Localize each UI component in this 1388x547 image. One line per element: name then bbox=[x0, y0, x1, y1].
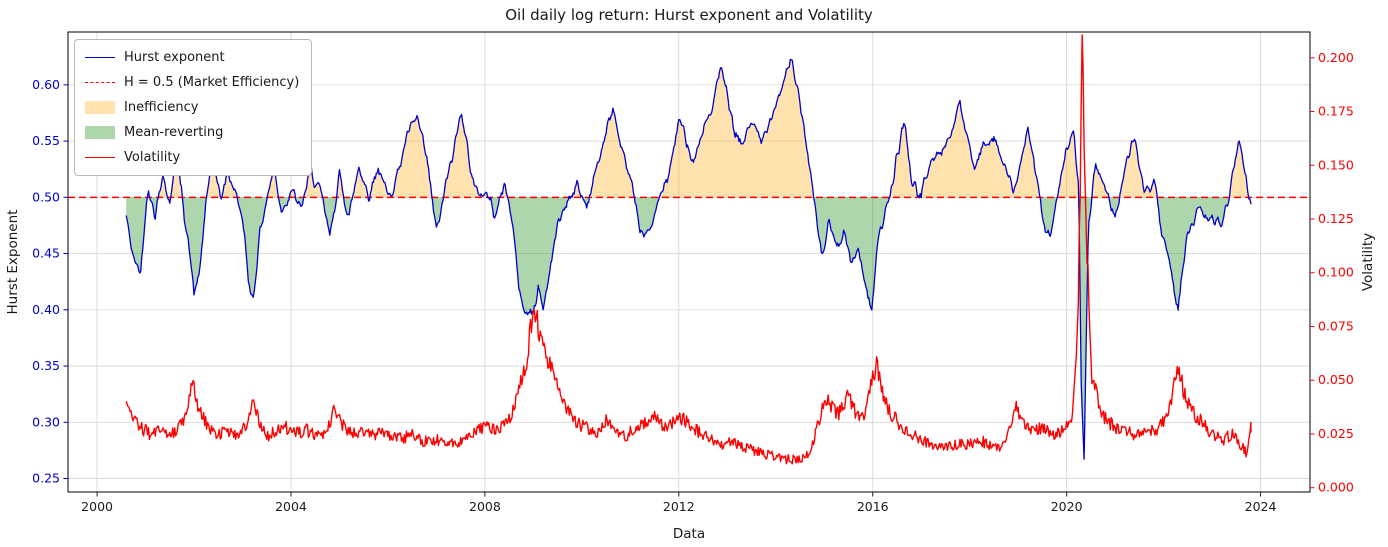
legend-label: H = 0.5 (Market Efficiency) bbox=[124, 75, 300, 90]
left-tick-label: 0.40 bbox=[32, 302, 60, 317]
legend-item-volatility: Volatility bbox=[85, 147, 299, 168]
legend-item-mean-reverting: Mean-reverting bbox=[85, 122, 299, 143]
left-tick-label: 0.35 bbox=[32, 358, 60, 373]
right-tick-label: 0.000 bbox=[1318, 480, 1354, 495]
fill-regions bbox=[126, 59, 1251, 460]
plot-border bbox=[67, 31, 1311, 493]
right-tick-label: 0.025 bbox=[1318, 426, 1354, 441]
volatility-line-swatch-icon bbox=[85, 157, 115, 158]
right-tick-label: 0.100 bbox=[1318, 265, 1354, 280]
right-tick-label: 0.150 bbox=[1318, 157, 1354, 172]
legend-label: Inefficiency bbox=[124, 100, 199, 115]
axes: 2000 2004 2008 2012 2016 2020 2024 0.25 0.30 0.35… bbox=[32, 31, 1354, 514]
volatility-line bbox=[125, 34, 1252, 465]
y-axis-label-left: Hurst Exponent bbox=[5, 210, 21, 315]
right-tick-label: 0.200 bbox=[1318, 50, 1354, 65]
left-tick-label: 0.50 bbox=[32, 189, 60, 204]
x-tick-label: 2016 bbox=[857, 499, 889, 514]
left-tick-label: 0.30 bbox=[32, 414, 60, 429]
legend-label: Hurst exponent bbox=[124, 50, 225, 65]
left-tick-label: 0.55 bbox=[32, 133, 60, 148]
x-tick-label: 2008 bbox=[469, 499, 501, 514]
x-tick-label: 2000 bbox=[81, 499, 113, 514]
left-tick-label: 0.60 bbox=[32, 77, 60, 92]
left-tick-label: 0.45 bbox=[32, 246, 60, 261]
legend: Hurst exponent H = 0.5 (Market Efficienc… bbox=[74, 39, 313, 176]
inefficiency-patch-swatch-icon bbox=[85, 101, 115, 114]
legend-item-h05: H = 0.5 (Market Efficiency) bbox=[85, 72, 299, 93]
hurst-exponent-line bbox=[125, 58, 1252, 460]
legend-item-inefficiency: Inefficiency bbox=[85, 97, 299, 118]
right-tick-label: 0.125 bbox=[1318, 211, 1354, 226]
legend-label: Mean-reverting bbox=[124, 125, 224, 140]
h05-dashed-line-swatch-icon bbox=[85, 82, 115, 83]
x-tick-label: 2024 bbox=[1245, 499, 1277, 514]
right-tick-label: 0.075 bbox=[1318, 318, 1354, 333]
right-tick-label: 0.050 bbox=[1318, 372, 1354, 387]
mean-reverting-patch-swatch-icon bbox=[85, 126, 115, 139]
series-lines bbox=[68, 34, 1310, 465]
y-axis-label-right: Volatility bbox=[1360, 233, 1376, 291]
left-tick-label: 0.25 bbox=[32, 471, 60, 486]
legend-item-hurst: Hurst exponent bbox=[85, 47, 299, 68]
chart-title: Oil daily log return: Hurst exponent and… bbox=[505, 6, 873, 24]
x-tick-label: 2020 bbox=[1051, 499, 1083, 514]
x-tick-label: 2004 bbox=[275, 499, 307, 514]
x-tick-label: 2012 bbox=[663, 499, 695, 514]
right-tick-label: 0.175 bbox=[1318, 104, 1354, 119]
legend-label: Volatility bbox=[124, 150, 181, 165]
x-axis-label: Data bbox=[673, 526, 705, 542]
inefficiency-fill bbox=[126, 59, 1251, 198]
hurst-line-swatch-icon bbox=[85, 57, 115, 58]
